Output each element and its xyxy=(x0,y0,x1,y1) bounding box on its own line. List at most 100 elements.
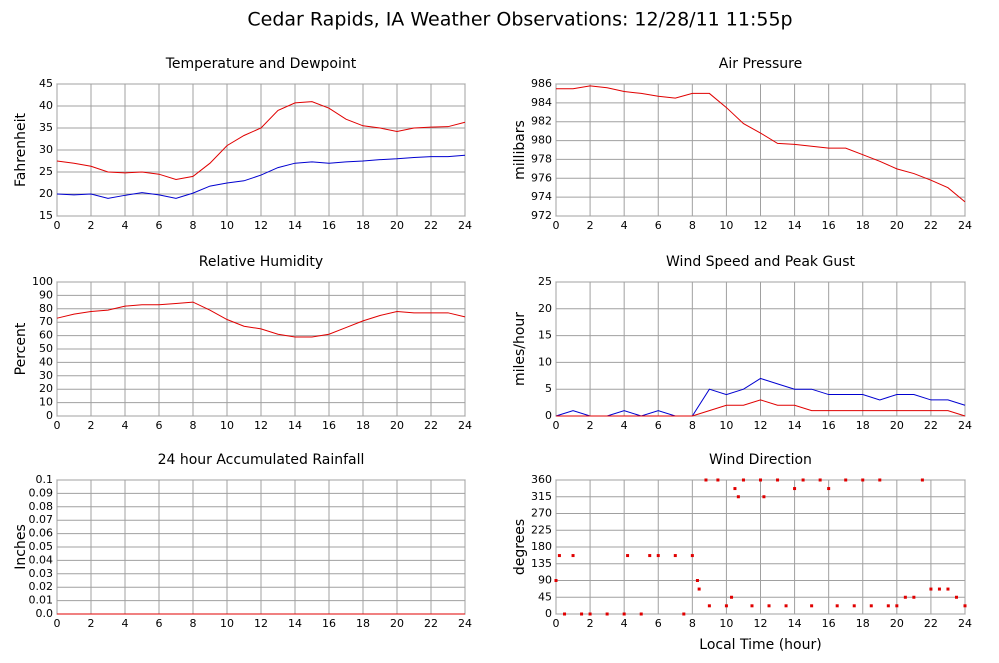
x-tick-label: 0 xyxy=(54,617,61,630)
x-tick-label: 4 xyxy=(122,219,129,232)
y-tick-label: 100 xyxy=(32,275,53,288)
data-point xyxy=(736,495,740,499)
x-tick-label: 18 xyxy=(356,617,370,630)
y-tick-label: 270 xyxy=(531,507,552,520)
y-axis-label: miles/hour xyxy=(512,312,528,386)
x-tick-label: 4 xyxy=(621,617,628,630)
x-tick-label: 14 xyxy=(288,617,302,630)
x-tick-label: 24 xyxy=(458,419,472,432)
data-point xyxy=(707,604,711,608)
data-point xyxy=(648,554,652,558)
data-point xyxy=(963,604,967,608)
x-tick-label: 22 xyxy=(424,219,438,232)
panel-title: Wind Speed and Peak Gust xyxy=(666,254,855,270)
data-point xyxy=(588,612,592,616)
data-point xyxy=(852,604,856,608)
x-tick-label: 2 xyxy=(587,219,594,232)
x-tick-label: 12 xyxy=(254,617,268,630)
x-tick-label: 4 xyxy=(621,219,628,232)
x-tick-label: 12 xyxy=(754,419,768,432)
x-tick-label: 20 xyxy=(890,617,904,630)
y-tick-label: 0.1 xyxy=(36,473,54,486)
data-point xyxy=(682,612,686,616)
x-tick-label: 8 xyxy=(689,219,696,232)
data-point xyxy=(741,478,745,482)
y-tick-label: 15 xyxy=(538,329,552,342)
y-tick-label: 5 xyxy=(545,382,552,395)
y-tick-label: 45 xyxy=(538,590,552,603)
data-point xyxy=(835,604,839,608)
y-tick-label: 25 xyxy=(538,275,552,288)
data-point xyxy=(784,604,788,608)
y-tick-label: 15 xyxy=(39,209,53,222)
data-point xyxy=(759,478,762,482)
data-point xyxy=(639,612,643,616)
y-tick-label: 25 xyxy=(39,165,53,178)
x-tick-label: 18 xyxy=(356,419,370,432)
y-axis-label: Percent xyxy=(13,322,29,375)
x-tick-label: 4 xyxy=(122,617,129,630)
data-line xyxy=(556,399,966,417)
x-tick-label: 14 xyxy=(788,617,802,630)
data-point xyxy=(954,595,958,599)
y-tick-label: 90 xyxy=(39,288,53,301)
data-point xyxy=(622,612,626,616)
y-axis-label: degrees xyxy=(512,519,528,575)
data-point xyxy=(626,554,630,558)
x-tick-label: 0 xyxy=(553,617,560,630)
y-tick-label: 0.03 xyxy=(29,567,54,580)
data-point xyxy=(750,604,754,608)
x-tick-label: 16 xyxy=(322,219,336,232)
data-line xyxy=(56,101,466,180)
data-point xyxy=(929,587,933,591)
x-tick-label: 12 xyxy=(254,419,268,432)
x-tick-label: 20 xyxy=(890,219,904,232)
data-line xyxy=(56,154,466,199)
x-tick-label: 8 xyxy=(190,419,197,432)
y-tick-label: 0.04 xyxy=(29,553,54,566)
data-point xyxy=(776,478,780,482)
y-tick-label: 0 xyxy=(46,409,53,422)
panel-title: Temperature and Dewpoint xyxy=(165,56,357,72)
x-tick-label: 0 xyxy=(553,219,560,232)
x-tick-label: 14 xyxy=(288,219,302,232)
y-tick-label: 0.01 xyxy=(29,594,54,607)
y-tick-label: 984 xyxy=(531,96,552,109)
data-point xyxy=(912,595,916,599)
data-point xyxy=(733,487,737,491)
y-tick-label: 20 xyxy=(39,187,53,200)
y-tick-label: 0.05 xyxy=(29,540,54,553)
y-tick-label: 90 xyxy=(538,574,552,587)
y-tick-label: 180 xyxy=(531,540,552,553)
data-line xyxy=(556,85,966,203)
data-point xyxy=(557,554,561,558)
y-tick-label: 980 xyxy=(531,134,552,147)
data-point xyxy=(554,579,558,582)
data-point xyxy=(861,478,865,482)
y-tick-label: 0 xyxy=(545,409,552,422)
x-tick-label: 6 xyxy=(655,617,662,630)
x-tick-label: 2 xyxy=(88,617,95,630)
x-tick-label: 10 xyxy=(220,419,234,432)
x-tick-label: 10 xyxy=(220,219,234,232)
x-tick-label: 10 xyxy=(719,419,733,432)
x-tick-label: 20 xyxy=(890,419,904,432)
y-tick-label: 70 xyxy=(39,315,53,328)
x-tick-label: 4 xyxy=(122,419,129,432)
y-tick-label: 0.06 xyxy=(29,527,54,540)
data-point xyxy=(730,595,734,599)
y-tick-label: 135 xyxy=(531,557,552,570)
y-axis-label: millibars xyxy=(512,120,528,180)
x-tick-label: 2 xyxy=(587,419,594,432)
data-point xyxy=(801,478,805,482)
x-tick-label: 6 xyxy=(156,419,163,432)
data-point xyxy=(827,487,831,491)
data-line xyxy=(56,301,466,338)
panel-title: 24 hour Accumulated Rainfall xyxy=(158,452,365,468)
y-tick-label: 20 xyxy=(39,382,53,395)
y-tick-label: 978 xyxy=(531,152,552,165)
x-tick-label: 16 xyxy=(822,219,836,232)
y-tick-label: 40 xyxy=(39,99,53,112)
x-tick-label: 10 xyxy=(719,617,733,630)
